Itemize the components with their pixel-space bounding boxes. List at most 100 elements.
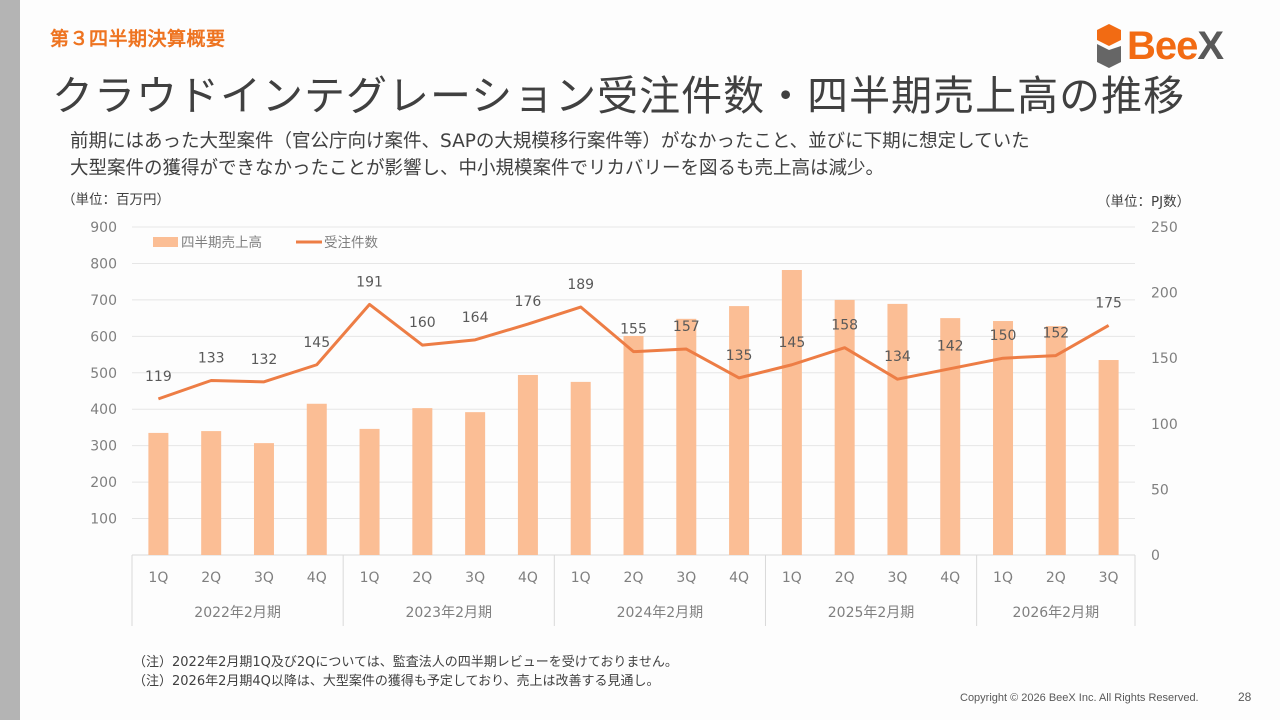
bar-sales xyxy=(517,374,538,555)
right-tick-label: 250 xyxy=(1151,220,1178,236)
data-label-orders: 175 xyxy=(1095,295,1122,311)
group-label: 2024年2月期 xyxy=(617,605,704,621)
left-tick-label: 700 xyxy=(90,293,117,309)
category-label: 1Q xyxy=(148,570,168,586)
category-label: 4Q xyxy=(307,570,327,586)
bar-sales xyxy=(359,428,380,555)
page-title: クラウドインテグレーション受注件数・四半期売上高の推移 xyxy=(52,72,1186,120)
left-tick-label: 200 xyxy=(90,475,117,491)
category-label: 3Q xyxy=(254,570,274,586)
bar-sales xyxy=(201,431,222,555)
group-label: 2025年2月期 xyxy=(828,605,915,621)
bar-sales xyxy=(148,432,169,555)
left-tick-label: 800 xyxy=(90,256,117,272)
hexagon-logo-icon xyxy=(1097,24,1121,68)
logo-wordmark: BeeX xyxy=(1127,24,1224,68)
left-tick-label: 900 xyxy=(90,220,117,236)
right-tick-label: 150 xyxy=(1151,351,1178,367)
group-label: 2026年2月期 xyxy=(1013,605,1100,621)
legend-swatch-sales xyxy=(153,237,178,247)
legend-label-orders: 受注件数 xyxy=(324,235,378,251)
footnote-2: （注）2026年2月期4Q以降は、大型案件の獲得も予定しており、売上は改善する見… xyxy=(133,674,660,689)
data-label-orders: 145 xyxy=(303,335,330,351)
right-tick-label: 0 xyxy=(1151,548,1160,564)
data-label-orders: 191 xyxy=(356,274,383,290)
right-axis-unit: （単位：PJ数） xyxy=(1097,194,1191,210)
axes: 100 200 300 400 500 600 700 800 900 0 50 100 150 200 2… xyxy=(90,220,1178,626)
category-label: 2Q xyxy=(624,570,644,586)
left-tick-label: 300 xyxy=(90,439,117,455)
bar-sales xyxy=(993,321,1014,555)
category-label: 1Q xyxy=(571,570,591,586)
beex-logo: BeeX xyxy=(1097,24,1224,68)
data-label-orders: 145 xyxy=(779,335,806,351)
category-label: 4Q xyxy=(729,570,749,586)
category-label: 2Q xyxy=(412,570,432,586)
side-accent-bar xyxy=(0,0,20,720)
legend-label-sales: 四半期売上高 xyxy=(181,234,262,251)
data-label-orders: 160 xyxy=(409,315,436,331)
bar-sales xyxy=(570,381,591,555)
bar-sales xyxy=(465,412,486,555)
description-line-2: 大型案件の獲得ができなかったことが影響し、中小規模案件でリカバリーを図るも売上高… xyxy=(70,158,885,179)
bar-sales xyxy=(412,408,433,555)
category-label: 3Q xyxy=(887,570,907,586)
right-tick-label: 100 xyxy=(1151,417,1178,433)
description: 前期にはあった大型案件（官公庁向け案件、SAPの大規模移行案件等）がなかったこと… xyxy=(70,128,1030,182)
category-label: 1Q xyxy=(993,570,1013,586)
category-label: 1Q xyxy=(782,570,802,586)
category-label: 2Q xyxy=(201,570,221,586)
description-line-1: 前期にはあった大型案件（官公庁向け案件、SAPの大規模移行案件等）がなかったこと… xyxy=(70,131,1030,152)
right-tick-label: 50 xyxy=(1151,482,1169,498)
category-label: 3Q xyxy=(676,570,696,586)
bar-sales xyxy=(729,306,750,555)
line-series xyxy=(157,302,1110,401)
page-number: 28 xyxy=(1238,690,1252,704)
copyright: Copyright © 2026 BeeX Inc. All Rights Re… xyxy=(960,692,1199,704)
group-label: 2023年2月期 xyxy=(405,605,492,621)
bar-sales xyxy=(253,443,274,555)
data-label-orders: 158 xyxy=(831,318,858,334)
category-label: 3Q xyxy=(1099,570,1119,586)
bar-sales xyxy=(940,318,961,555)
left-tick-label: 400 xyxy=(90,402,117,418)
data-label-orders: 119 xyxy=(145,369,172,385)
group-label: 2022年2月期 xyxy=(194,605,281,621)
bar-sales xyxy=(781,270,802,555)
data-label-orders: 152 xyxy=(1042,326,1069,342)
legend: 四半期売上高 受注件数 xyxy=(153,234,378,251)
bar-sales xyxy=(623,335,644,555)
data-label-orders: 164 xyxy=(462,310,489,326)
data-label-orders: 176 xyxy=(515,294,542,310)
category-label: 2Q xyxy=(1046,570,1066,586)
category-label: 1Q xyxy=(360,570,380,586)
bar-sales xyxy=(887,303,908,555)
category-label: 2Q xyxy=(835,570,855,586)
bar-sales xyxy=(1098,360,1119,555)
data-label-orders: 150 xyxy=(990,328,1017,344)
bar-sales xyxy=(1045,326,1066,555)
data-labels: 119 133 132 145 191 160 164 176 189 155 157 135 145 1… xyxy=(145,274,1122,384)
data-label-orders: 157 xyxy=(673,319,700,335)
left-tick-label: 600 xyxy=(90,329,117,345)
data-label-orders: 142 xyxy=(937,339,964,355)
data-label-orders: 133 xyxy=(198,351,225,367)
bar-sales xyxy=(676,318,697,555)
section-label: 第３四半期決算概要 xyxy=(50,28,226,50)
right-tick-label: 200 xyxy=(1151,286,1178,302)
category-label: 4Q xyxy=(518,570,538,586)
data-label-orders: 155 xyxy=(620,322,647,338)
bar-series xyxy=(148,270,1119,555)
data-label-orders: 135 xyxy=(726,348,753,364)
left-tick-label: 100 xyxy=(90,512,117,528)
data-label-orders: 189 xyxy=(567,277,594,293)
bar-sales xyxy=(306,403,327,555)
left-tick-label: 500 xyxy=(90,366,117,382)
data-label-orders: 132 xyxy=(251,352,278,368)
category-label: 3Q xyxy=(465,570,485,586)
data-label-orders: 134 xyxy=(884,349,911,365)
footnote-1: （注）2022年2月期1Q及び2Qについては、監査法人の四半期レビューを受けてお… xyxy=(133,655,678,670)
bar-sales xyxy=(834,299,855,555)
left-axis-unit: （単位：百万円） xyxy=(62,192,170,208)
